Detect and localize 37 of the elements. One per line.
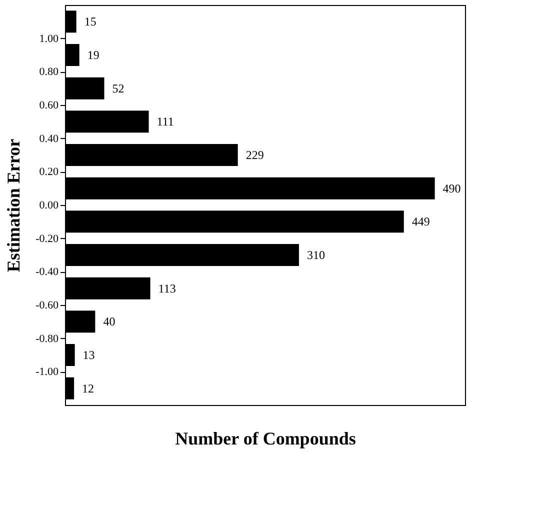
y-tick-label: -0.60 [36,300,59,312]
bar [65,144,238,166]
data-label: 229 [246,148,264,162]
data-label: 19 [87,48,100,62]
data-label: 15 [84,14,96,29]
bar [65,10,76,33]
bar [65,344,75,366]
data-label: 13 [82,348,95,362]
bar [65,377,74,400]
y-tick-label: 0.80 [39,66,59,78]
bar [65,77,104,100]
data-label: 40 [103,314,116,329]
y-tick-label: 1.00 [39,32,59,45]
y-tick-label: -0.80 [36,332,59,345]
y-tick-label: -0.20 [36,232,59,245]
data-label: 52 [112,81,124,96]
bar [65,244,299,266]
y-axis-title: Estimation Error [4,138,24,272]
y-tick-label: 0.40 [39,132,59,145]
y-tick-label: -1.00 [36,366,59,378]
bar [65,277,150,300]
bar [65,110,149,133]
y-tick-label: 0.20 [39,166,59,178]
x-axis-title: Number of Compounds [175,428,356,448]
bar [65,44,80,66]
bar [65,210,404,233]
data-label: 449 [412,214,430,229]
data-label: 490 [442,181,461,196]
y-tick-label: 0.60 [39,100,59,112]
bar [65,310,96,333]
data-label: 113 [158,281,176,296]
data-label: 12 [82,381,94,396]
data-label: 111 [156,114,174,129]
y-tick-label: 0.00 [39,200,59,212]
data-label: 310 [306,248,325,262]
y-tick-label: -0.40 [36,266,59,278]
bar [65,177,435,200]
